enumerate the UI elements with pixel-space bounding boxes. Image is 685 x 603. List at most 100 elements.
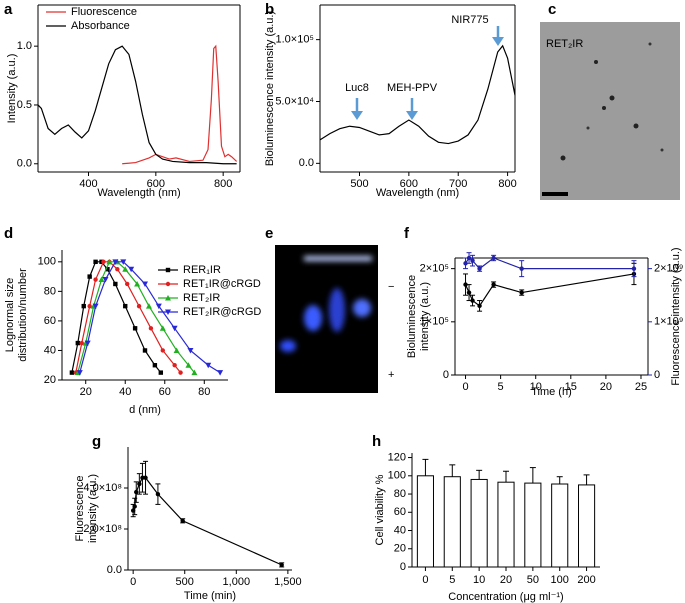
point — [92, 303, 99, 310]
y-tick-label: 5.0×10⁴ — [275, 95, 314, 107]
series-line — [319, 44, 516, 145]
x-tick-label: 400 — [79, 178, 97, 190]
point — [217, 370, 224, 376]
y-tick-label: 2.0×10⁸ — [83, 523, 122, 535]
particle — [586, 126, 590, 130]
point — [87, 303, 92, 309]
lane-label: 2 — [311, 269, 317, 281]
point — [113, 281, 118, 287]
legend-marker — [165, 267, 171, 273]
x-tick-label: 50 — [527, 574, 539, 586]
y-axis-title: intensity (a.u.) — [419, 282, 431, 351]
y2-tick-label: 1×10⁹ — [654, 316, 684, 328]
series-line — [465, 257, 634, 270]
y-axis-title: Lognormal size — [4, 278, 16, 353]
point — [76, 370, 83, 376]
panel-label: a — [4, 1, 13, 18]
arrow-head — [351, 111, 363, 120]
y-tick-label: 120 — [388, 451, 406, 463]
point — [470, 258, 475, 263]
point — [134, 280, 141, 287]
point — [187, 347, 194, 354]
y-tick-label: 20 — [394, 543, 406, 555]
y-tick-label: 100 — [38, 256, 56, 268]
particle — [560, 155, 566, 161]
point — [463, 261, 468, 266]
point — [463, 282, 468, 287]
x-tick-label: 0 — [422, 574, 428, 586]
y-tick-label: 2×10⁵ — [420, 263, 449, 275]
point — [132, 504, 137, 509]
point — [142, 281, 148, 287]
legend-label: RET₂IR — [183, 292, 220, 304]
y-tick-label: 4.0×10⁸ — [83, 482, 122, 494]
panel-label: g — [92, 433, 101, 450]
x-tick-label: 60 — [159, 386, 171, 398]
image-background — [540, 22, 680, 200]
y2-tick-label: 2×10⁹ — [654, 263, 684, 275]
point — [112, 259, 119, 265]
point — [519, 266, 524, 271]
scale-bar — [542, 192, 568, 196]
band — [280, 340, 296, 352]
y-tick-label: 40 — [394, 524, 406, 536]
point — [134, 489, 139, 495]
point — [87, 274, 92, 279]
x-tick-label: 100 — [551, 574, 569, 586]
x-tick-label: 0 — [462, 381, 468, 393]
x-tick-label: 25 — [635, 381, 647, 393]
y-tick-label: 1×10⁵ — [420, 316, 449, 328]
legend-marker — [165, 281, 171, 287]
point — [180, 518, 185, 523]
x-tick-label: 1,000 — [223, 576, 251, 588]
point — [152, 363, 158, 368]
point — [79, 340, 84, 346]
legend-label: RET₁IR@cRGD — [183, 278, 261, 290]
point — [102, 277, 109, 283]
x-tick-label: 20 — [80, 386, 92, 398]
bar — [470, 478, 488, 568]
bar — [497, 481, 515, 568]
y-tick-label: 60 — [44, 315, 56, 327]
point — [519, 290, 524, 295]
point — [122, 266, 129, 272]
legend-label: RET₂IR@cRGD — [183, 306, 261, 318]
x-tick-label: 500 — [350, 178, 368, 190]
y2-axis-title: Fluorescence intensity (a.u.) — [670, 247, 682, 385]
band — [304, 305, 322, 331]
annotation: MEH-PPV — [387, 82, 438, 94]
point — [477, 303, 482, 309]
point — [105, 267, 110, 272]
y-tick-label: 40 — [44, 344, 56, 356]
point — [75, 340, 81, 346]
arrow-head — [406, 111, 418, 120]
point — [101, 259, 106, 265]
x-tick-label: 80 — [198, 386, 210, 398]
panel-label: h — [372, 433, 381, 450]
y-tick-label: 100 — [388, 470, 406, 482]
bar — [416, 475, 434, 568]
x-axis-title: Concentration (μg ml⁻¹) — [448, 591, 563, 603]
x-tick-label: 5 — [449, 574, 455, 586]
point — [158, 370, 164, 375]
point — [142, 348, 148, 353]
gel-background — [275, 245, 378, 393]
panel-label: b — [265, 1, 274, 18]
panel-label: e — [265, 225, 273, 242]
y-tick-label: 0 — [400, 561, 406, 573]
point — [123, 303, 128, 309]
point — [155, 303, 162, 310]
point — [128, 266, 135, 273]
y-tick-label: 0.0 — [299, 157, 314, 169]
x-axis-title: Wavelength (nm) — [97, 187, 180, 199]
y-tick-label: 80 — [44, 285, 56, 297]
x-tick-label: 20 — [600, 381, 612, 393]
x-tick-label: 800 — [498, 178, 516, 190]
y-axis-title: Bioluminescence intensity (a.u.) — [264, 11, 276, 166]
point — [69, 370, 75, 375]
y-tick-label: 60 — [394, 506, 406, 518]
point — [205, 362, 212, 369]
y-tick-label: 0 — [443, 369, 449, 381]
point — [84, 340, 91, 347]
